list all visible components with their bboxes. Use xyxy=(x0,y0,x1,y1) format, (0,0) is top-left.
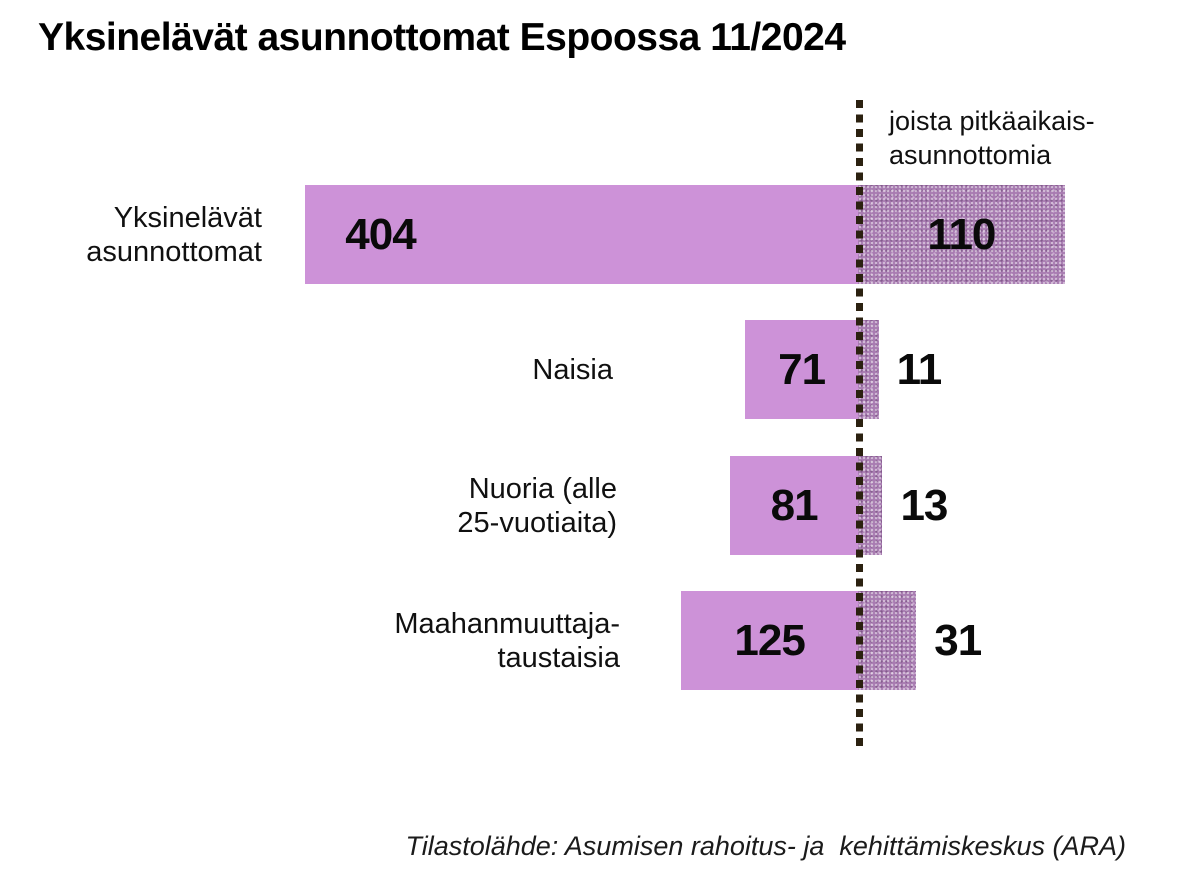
total-value-label: 81 xyxy=(770,480,819,530)
category-label-line: taustaisia xyxy=(497,641,620,674)
category-label-line: Maahanmuuttaja- xyxy=(394,607,620,640)
longterm-value-label: 31 xyxy=(934,615,982,665)
bar-longterm-segment xyxy=(858,185,1065,284)
category-label-line: asunnottomat xyxy=(86,235,262,268)
bar-total-segment: 71 xyxy=(745,320,858,419)
longterm-value-label: 110 xyxy=(927,209,996,259)
total-value-label: 71 xyxy=(778,344,826,394)
total-value-label: 404 xyxy=(345,209,416,259)
category-label-line: Naisia xyxy=(532,353,613,386)
bar-longterm-segment xyxy=(858,591,917,690)
bar-total-segment: 404 xyxy=(305,185,858,284)
total-value-label: 125 xyxy=(734,615,805,665)
source-note: Tilastolähde: Asumisen rahoitus- ja kehi… xyxy=(405,831,1126,861)
category-label: Yksinelävät asunnottomat xyxy=(86,185,262,284)
longterm-value-label: 11 xyxy=(896,344,943,394)
longterm-annotation-line2: asunnottomia xyxy=(889,140,1052,170)
category-label-line: Yksinelävät xyxy=(113,201,262,234)
chart-title: Yksinelävät asunnottomat Espoossa 11/202… xyxy=(38,16,846,59)
category-label: Maahanmuuttaja- taustaisia xyxy=(394,591,620,690)
bar-total-segment: 125 xyxy=(681,591,858,690)
category-label-line: 25-vuotiaita) xyxy=(457,506,617,539)
bar-total-segment: 81 xyxy=(730,456,858,555)
category-label-line: Nuoria (alle xyxy=(468,472,617,505)
longterm-value-label: 13 xyxy=(900,480,948,530)
bar-longterm-segment xyxy=(858,320,879,419)
longterm-annotation-line1: joista pitkäaikais- xyxy=(889,106,1095,136)
category-label: Naisia xyxy=(532,320,613,419)
longterm-annotation: joista pitkäaikais- asunnottomia xyxy=(889,104,1095,172)
category-label: Nuoria (alle 25-vuotiaita) xyxy=(457,456,617,555)
longterm-threshold-dashed-line xyxy=(856,100,863,748)
